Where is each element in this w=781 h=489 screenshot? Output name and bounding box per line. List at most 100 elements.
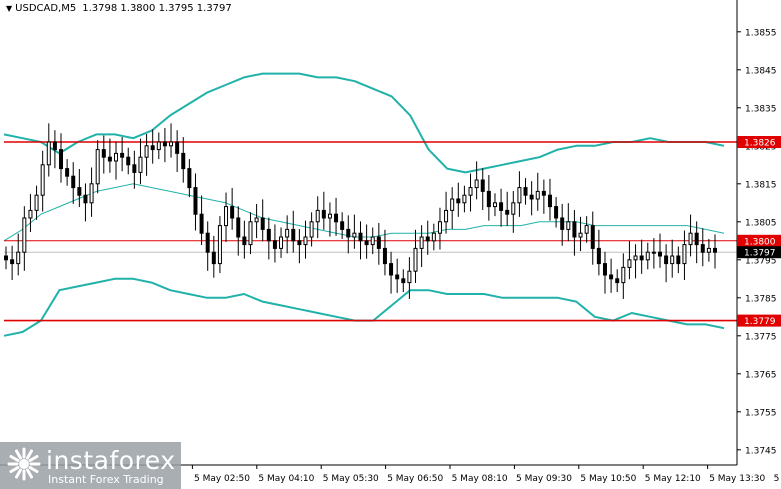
- bollinger-upper: [3, 72, 725, 174]
- candle-body: [248, 221, 253, 246]
- candle: [272, 224, 277, 263]
- candle-body: [107, 156, 112, 162]
- candle-body: [28, 209, 33, 219]
- sun-ray: [9, 466, 20, 473]
- candle-body: [334, 213, 339, 223]
- candle-body: [230, 206, 235, 219]
- candle: [52, 130, 57, 169]
- candle: [285, 215, 290, 254]
- candle-body: [297, 240, 302, 246]
- candle: [83, 183, 88, 222]
- sun-ray: [15, 468, 22, 479]
- candle: [633, 244, 638, 279]
- candle-body: [547, 194, 552, 208]
- level-price-label: 1.3800: [737, 234, 781, 247]
- candle-body: [138, 156, 143, 173]
- candle-body: [40, 164, 45, 196]
- candle: [462, 185, 467, 213]
- candle: [694, 221, 699, 264]
- candle: [22, 206, 27, 271]
- candle-body: [46, 141, 51, 166]
- candle-body: [376, 236, 381, 249]
- level-price-label-bg: [737, 314, 781, 327]
- y-tick-label: 1.3815: [745, 180, 777, 190]
- sun-logo-icon: [7, 447, 41, 481]
- candle-body: [95, 149, 100, 185]
- candle: [670, 239, 675, 278]
- candle-body: [462, 194, 467, 204]
- candle: [413, 229, 418, 283]
- candle-body: [413, 247, 418, 272]
- candle-body: [401, 278, 406, 284]
- candle: [71, 162, 76, 204]
- candle: [560, 203, 565, 246]
- candle: [248, 212, 253, 255]
- candle: [572, 210, 577, 256]
- dropdown-triangle-icon[interactable]: ▼: [6, 4, 13, 13]
- candle-body: [352, 232, 357, 238]
- candles: [4, 123, 717, 299]
- candle: [700, 228, 705, 267]
- candle: [431, 223, 436, 251]
- watermark-background: [0, 442, 181, 489]
- sun-ray: [28, 466, 39, 473]
- candle-body: [144, 145, 149, 158]
- candle: [205, 221, 210, 271]
- candle-body: [52, 141, 57, 151]
- candle-body: [596, 247, 601, 265]
- candle-body: [89, 183, 94, 204]
- sun-ray: [26, 468, 33, 479]
- candle: [370, 227, 375, 255]
- candle-body: [389, 263, 394, 276]
- candle: [65, 159, 70, 186]
- bollinger-middle: [3, 183, 725, 242]
- bollinger-lower: [3, 277, 725, 337]
- x-tick-label: 5 May 09:30: [516, 474, 572, 484]
- candle-body: [205, 232, 210, 253]
- candle: [639, 239, 644, 274]
- candle: [358, 221, 363, 260]
- candle: [175, 130, 180, 173]
- candle: [279, 227, 284, 258]
- candle: [46, 123, 51, 177]
- candle-body: [340, 221, 345, 230]
- candle: [334, 197, 339, 236]
- candle-body: [266, 228, 271, 242]
- candle: [260, 199, 265, 242]
- candle: [156, 132, 161, 160]
- candle-body: [560, 217, 565, 230]
- candle-body: [101, 149, 106, 158]
- candle-body: [639, 255, 644, 261]
- candle: [541, 179, 546, 214]
- candle-body: [529, 194, 534, 200]
- watermark-tagline: Instant Forex Trading: [48, 473, 164, 486]
- candle-body: [395, 274, 400, 280]
- candle: [224, 192, 229, 242]
- candle-body: [480, 179, 485, 192]
- candle-body: [364, 240, 369, 246]
- candle: [627, 241, 632, 280]
- x-tick-label: 5 May 05:30: [323, 474, 379, 484]
- candle-body: [566, 221, 571, 230]
- low-value: 1.3795: [158, 3, 194, 14]
- candle-body: [621, 266, 626, 284]
- y-tick-label: 1.3775: [745, 332, 777, 342]
- candle-body: [254, 217, 259, 223]
- candle-body: [346, 228, 351, 238]
- candle: [376, 222, 381, 265]
- candle-body: [236, 217, 241, 238]
- candle: [529, 181, 534, 216]
- level-price-label: 1.3826: [737, 136, 781, 149]
- candle-body: [499, 202, 504, 211]
- candle: [266, 217, 271, 260]
- candle: [364, 224, 369, 259]
- candle-body: [713, 247, 717, 253]
- candle-body: [321, 209, 326, 219]
- candle: [401, 269, 406, 293]
- candle: [187, 159, 192, 198]
- candle: [395, 258, 400, 293]
- candle: [407, 257, 412, 299]
- candle: [486, 175, 491, 221]
- candle-body: [444, 209, 449, 223]
